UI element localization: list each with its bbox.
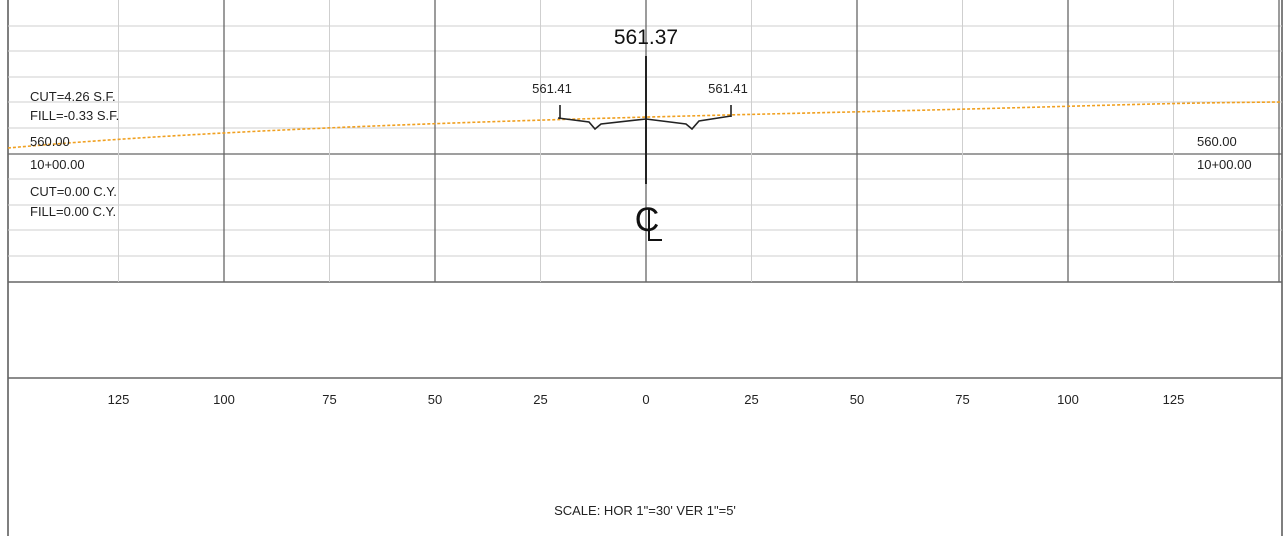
sheet-frame [7,0,1283,536]
offset-tick-label: 125 [1163,392,1185,407]
station-label-right: 10+00.00 [1197,157,1252,172]
proposed-section-profile [557,115,732,131]
offset-tick-label: 100 [213,392,235,407]
offset-tick-label: 0 [642,392,649,407]
datum-elevation-right: 560.00 [1197,134,1237,149]
offset-tick-label: 100 [1057,392,1079,407]
station-label-left: 10+00.00 [30,157,85,172]
svg-text:C: C [635,201,660,239]
offset-tick-label: 75 [955,392,969,407]
offset-tick-label: 50 [850,392,864,407]
left-edge-elevation: 561.41 [532,81,572,96]
existing-ground-line [7,101,1283,149]
scale-note: SCALE: HOR 1"=30' VER 1"=5' [554,503,736,518]
right-edge-elevation: 561.41 [708,81,748,96]
fill-volume-label: FILL=0.00 C.Y. [30,204,116,219]
offset-tick-label: 25 [533,392,547,407]
datum-elevation-left: 560.00 [30,134,70,149]
cut-area-label: CUT=4.26 S.F. [30,89,116,104]
offset-tick-label: 50 [428,392,442,407]
fill-area-label: FILL=-0.33 S.F. [30,108,119,123]
offset-tick-label: 75 [322,392,336,407]
cut-volume-label: CUT=0.00 C.Y. [30,184,117,199]
offset-scale-labels: 125 100 75 50 25 0 25 50 75 100 125 [108,392,1185,407]
centerline-symbol: C CL [635,201,662,241]
offset-tick-label: 25 [744,392,758,407]
centerline-elevation: 561.37 [614,26,678,49]
offset-tick-label: 125 [108,392,130,407]
